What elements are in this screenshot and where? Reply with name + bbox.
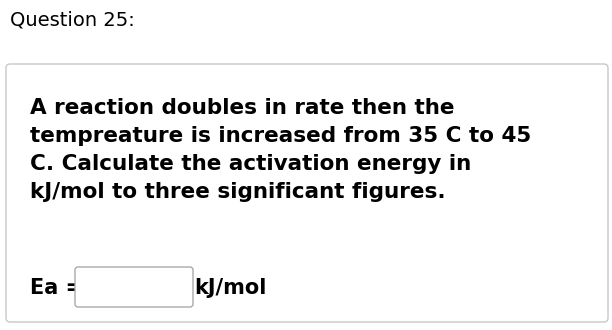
Text: Question 25:: Question 25: — [10, 10, 135, 29]
FancyBboxPatch shape — [75, 267, 193, 307]
Text: Ea =: Ea = — [30, 278, 83, 298]
Text: A reaction doubles in rate then the
tempreature is increased from 35 C to 45
C. : A reaction doubles in rate then the temp… — [30, 98, 531, 202]
FancyBboxPatch shape — [6, 64, 608, 322]
Text: kJ/mol: kJ/mol — [194, 278, 266, 298]
